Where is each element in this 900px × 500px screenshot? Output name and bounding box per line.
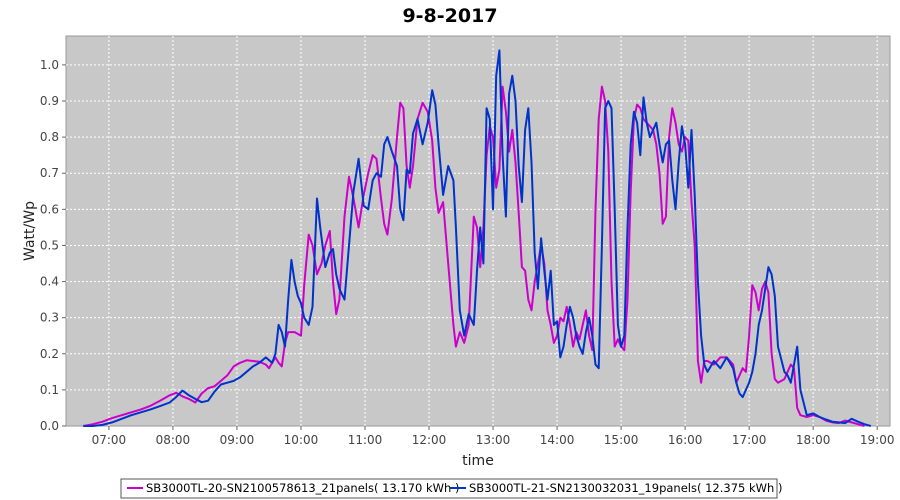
legend-label-2: SB3000TL-21-SN2130032031_19panels( 12.37… bbox=[469, 481, 782, 495]
y-tick-label: 0.7 bbox=[40, 166, 59, 180]
y-tick-label: 1.0 bbox=[40, 58, 59, 72]
x-tick-label: 12:00 bbox=[412, 433, 447, 447]
x-tick-label: 07:00 bbox=[92, 433, 127, 447]
y-axis-label: Watt/Wp bbox=[22, 201, 38, 261]
y-tick-label: 0.0 bbox=[40, 419, 59, 433]
legend-label-1: SB3000TL-20-SN2100578613_21panels( 13.17… bbox=[146, 481, 459, 495]
x-tick-label: 18:00 bbox=[796, 433, 831, 447]
x-tick-label: 19:00 bbox=[860, 433, 895, 447]
x-tick-label: 14:00 bbox=[540, 433, 575, 447]
x-tick-label: 17:00 bbox=[732, 433, 767, 447]
y-tick-label: 0.9 bbox=[40, 94, 59, 108]
x-tick-label: 11:00 bbox=[348, 433, 383, 447]
y-tick-label: 0.8 bbox=[40, 130, 59, 144]
y-tick-label: 0.1 bbox=[40, 383, 59, 397]
x-tick-label: 08:00 bbox=[156, 433, 191, 447]
chart-title: 9-8-2017 bbox=[402, 5, 497, 27]
legend-box bbox=[120, 478, 778, 499]
grid-lines bbox=[66, 36, 890, 426]
y-tick-label: 0.2 bbox=[40, 347, 59, 361]
y-tick-label: 0.6 bbox=[40, 202, 59, 216]
axes: 0.0 0.1 0.2 0.3 0.4 0.5 0.6 0.7 0.8 0.9 1.0 07:00 08… bbox=[40, 58, 895, 447]
legend: SB3000TL-20-SN2100578613_21panels( 13.17… bbox=[120, 478, 782, 499]
x-tick-label: 15:00 bbox=[604, 433, 639, 447]
y-tick-label: 0.3 bbox=[40, 311, 59, 325]
y-tick-label: 0.4 bbox=[40, 275, 59, 289]
x-tick-label: 13:00 bbox=[476, 433, 511, 447]
x-tick-label: 09:00 bbox=[220, 433, 255, 447]
x-tick-label: 16:00 bbox=[668, 433, 703, 447]
y-tick-label: 0.5 bbox=[40, 238, 59, 252]
series-lines bbox=[83, 49, 872, 427]
x-axis-label: time bbox=[462, 453, 494, 469]
series-line-2 bbox=[83, 49, 872, 427]
x-tick-label: 10:00 bbox=[284, 433, 319, 447]
